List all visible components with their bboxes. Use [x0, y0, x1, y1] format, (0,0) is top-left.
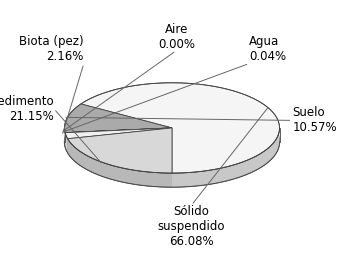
Polygon shape — [65, 128, 172, 133]
Polygon shape — [68, 139, 172, 187]
Polygon shape — [65, 104, 172, 133]
Text: Agua
0.04%: Agua 0.04% — [249, 35, 287, 63]
Polygon shape — [81, 83, 279, 173]
Text: Aire
0.00%: Aire 0.00% — [158, 22, 195, 51]
Text: Sedimento
21.15%: Sedimento 21.15% — [0, 95, 54, 123]
Polygon shape — [172, 129, 279, 187]
Polygon shape — [65, 128, 172, 133]
Polygon shape — [65, 128, 172, 139]
Text: Suelo
10.57%: Suelo 10.57% — [292, 106, 337, 134]
Text: Sólido
suspendido
66.08%: Sólido suspendido 66.08% — [158, 205, 225, 248]
Polygon shape — [68, 128, 172, 173]
Polygon shape — [65, 97, 279, 187]
Text: Biota (pez)
2.16%: Biota (pez) 2.16% — [19, 35, 84, 63]
Polygon shape — [65, 133, 68, 153]
